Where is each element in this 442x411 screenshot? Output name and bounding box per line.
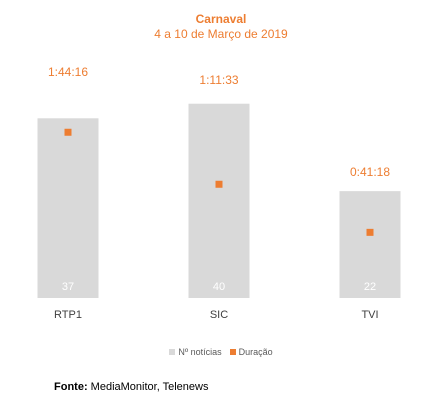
category-label-sic: SIC [210,309,228,321]
legend-item-noticias: Nº notícias [169,347,222,357]
duration-marker-sic [215,180,223,188]
duration-label-rtp1: 1:44:16 [48,65,88,79]
bar-value-tvi: 22 [364,281,376,293]
bar-tvi [339,191,401,298]
category-label-rtp1: RTP1 [54,309,82,321]
legend-item-duracao: Duração [229,347,273,357]
legend-label-noticias: Nº notícias [178,347,222,357]
chart-title: Carnaval [195,12,247,26]
legend-swatch-noticias [169,349,176,355]
source-label: Fonte: [54,381,88,393]
source-text: MediaMonitor, Telenews [90,381,209,393]
bar-sic [188,103,250,298]
duration-label-tvi: 0:41:18 [350,165,390,179]
legend: Nº notícias Duração [0,347,442,357]
legend-label-duracao: Duração [238,347,273,357]
bar-rtp1 [37,118,99,299]
bar-value-sic: 40 [213,281,225,293]
legend-swatch-duracao [229,349,236,355]
source-note: Fonte: MediaMonitor, Telenews [54,381,208,393]
duration-marker-rtp1 [64,128,72,136]
chart-subtitle: 4 a 10 de Março de 2019 [154,27,288,41]
duration-marker-tvi [366,228,374,236]
bar-value-rtp1: 37 [62,281,74,293]
duration-label-sic: 1:11:33 [199,73,238,87]
category-label-tvi: TVI [361,309,378,321]
